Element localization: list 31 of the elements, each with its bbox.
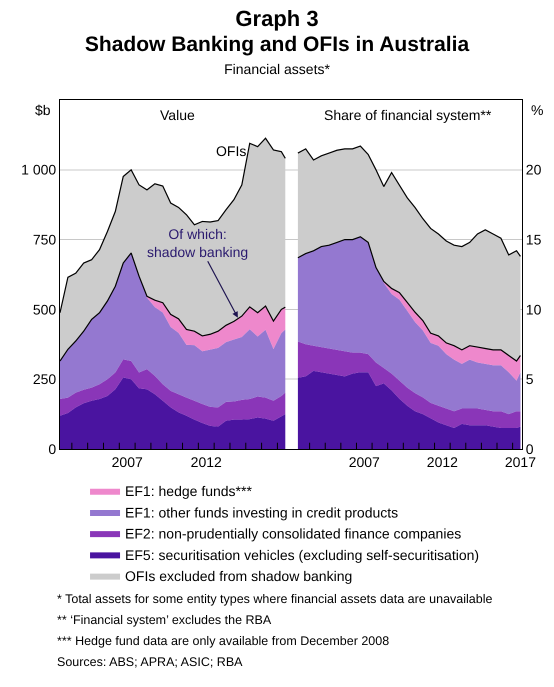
text: Share of financial system** — [324, 107, 492, 123]
legend-label: EF1: hedge funds*** — [125, 483, 252, 500]
y-axis-title: $b — [35, 102, 51, 118]
chart-title: Graph 3 — [234, 6, 320, 32]
y-tick-label: 10 — [526, 301, 542, 318]
text: Financial assets* — [223, 60, 331, 78]
chart-subtitle: Shadow Banking and OFIs in Australia — [84, 32, 470, 58]
x-tick-label: 2007 — [348, 454, 380, 470]
text: *** Hedge fund data are only available from December 2008 — [57, 634, 390, 649]
y-tick-label: 0 — [48, 440, 56, 457]
x-tick-label: 2012 — [426, 454, 458, 470]
y-axis-title: % — [531, 102, 544, 118]
legend-label: OFIs excluded from shadow banking — [125, 568, 352, 584]
annotation: OFIs — [216, 143, 246, 159]
x-tick-label: 2007 — [112, 454, 143, 470]
y-tick-label: 1 000 — [21, 162, 56, 178]
annotation: Of which: shadow banking — [147, 226, 248, 260]
y-tick-label: 250 — [32, 371, 56, 388]
y-tick-label: 5 — [526, 371, 534, 388]
annotation: Value — [160, 107, 195, 123]
source-note: Sources: ABS; APRA; ASIC; RBA — [57, 655, 244, 670]
legend-label: EF2: non-prudentially consolidated finance companies — [125, 526, 462, 542]
y-tick-label: 20 — [526, 162, 542, 178]
x-tick-label: 2012 — [190, 454, 222, 470]
text: * Total assets for some entity types where financial assets data are unavailable — [57, 592, 494, 607]
text: ** ‘Financial system’ excludes the RBA — [57, 613, 272, 628]
y-tick-label: 750 — [32, 232, 56, 248]
legend-label: EF5: securitisation vehicles (excluding self-securitisation) — [125, 546, 480, 563]
y-tick-label: 500 — [32, 301, 56, 318]
y-tick-label: 15 — [526, 232, 542, 248]
legend-label: EF1: other funds investing in credit products — [125, 504, 398, 520]
